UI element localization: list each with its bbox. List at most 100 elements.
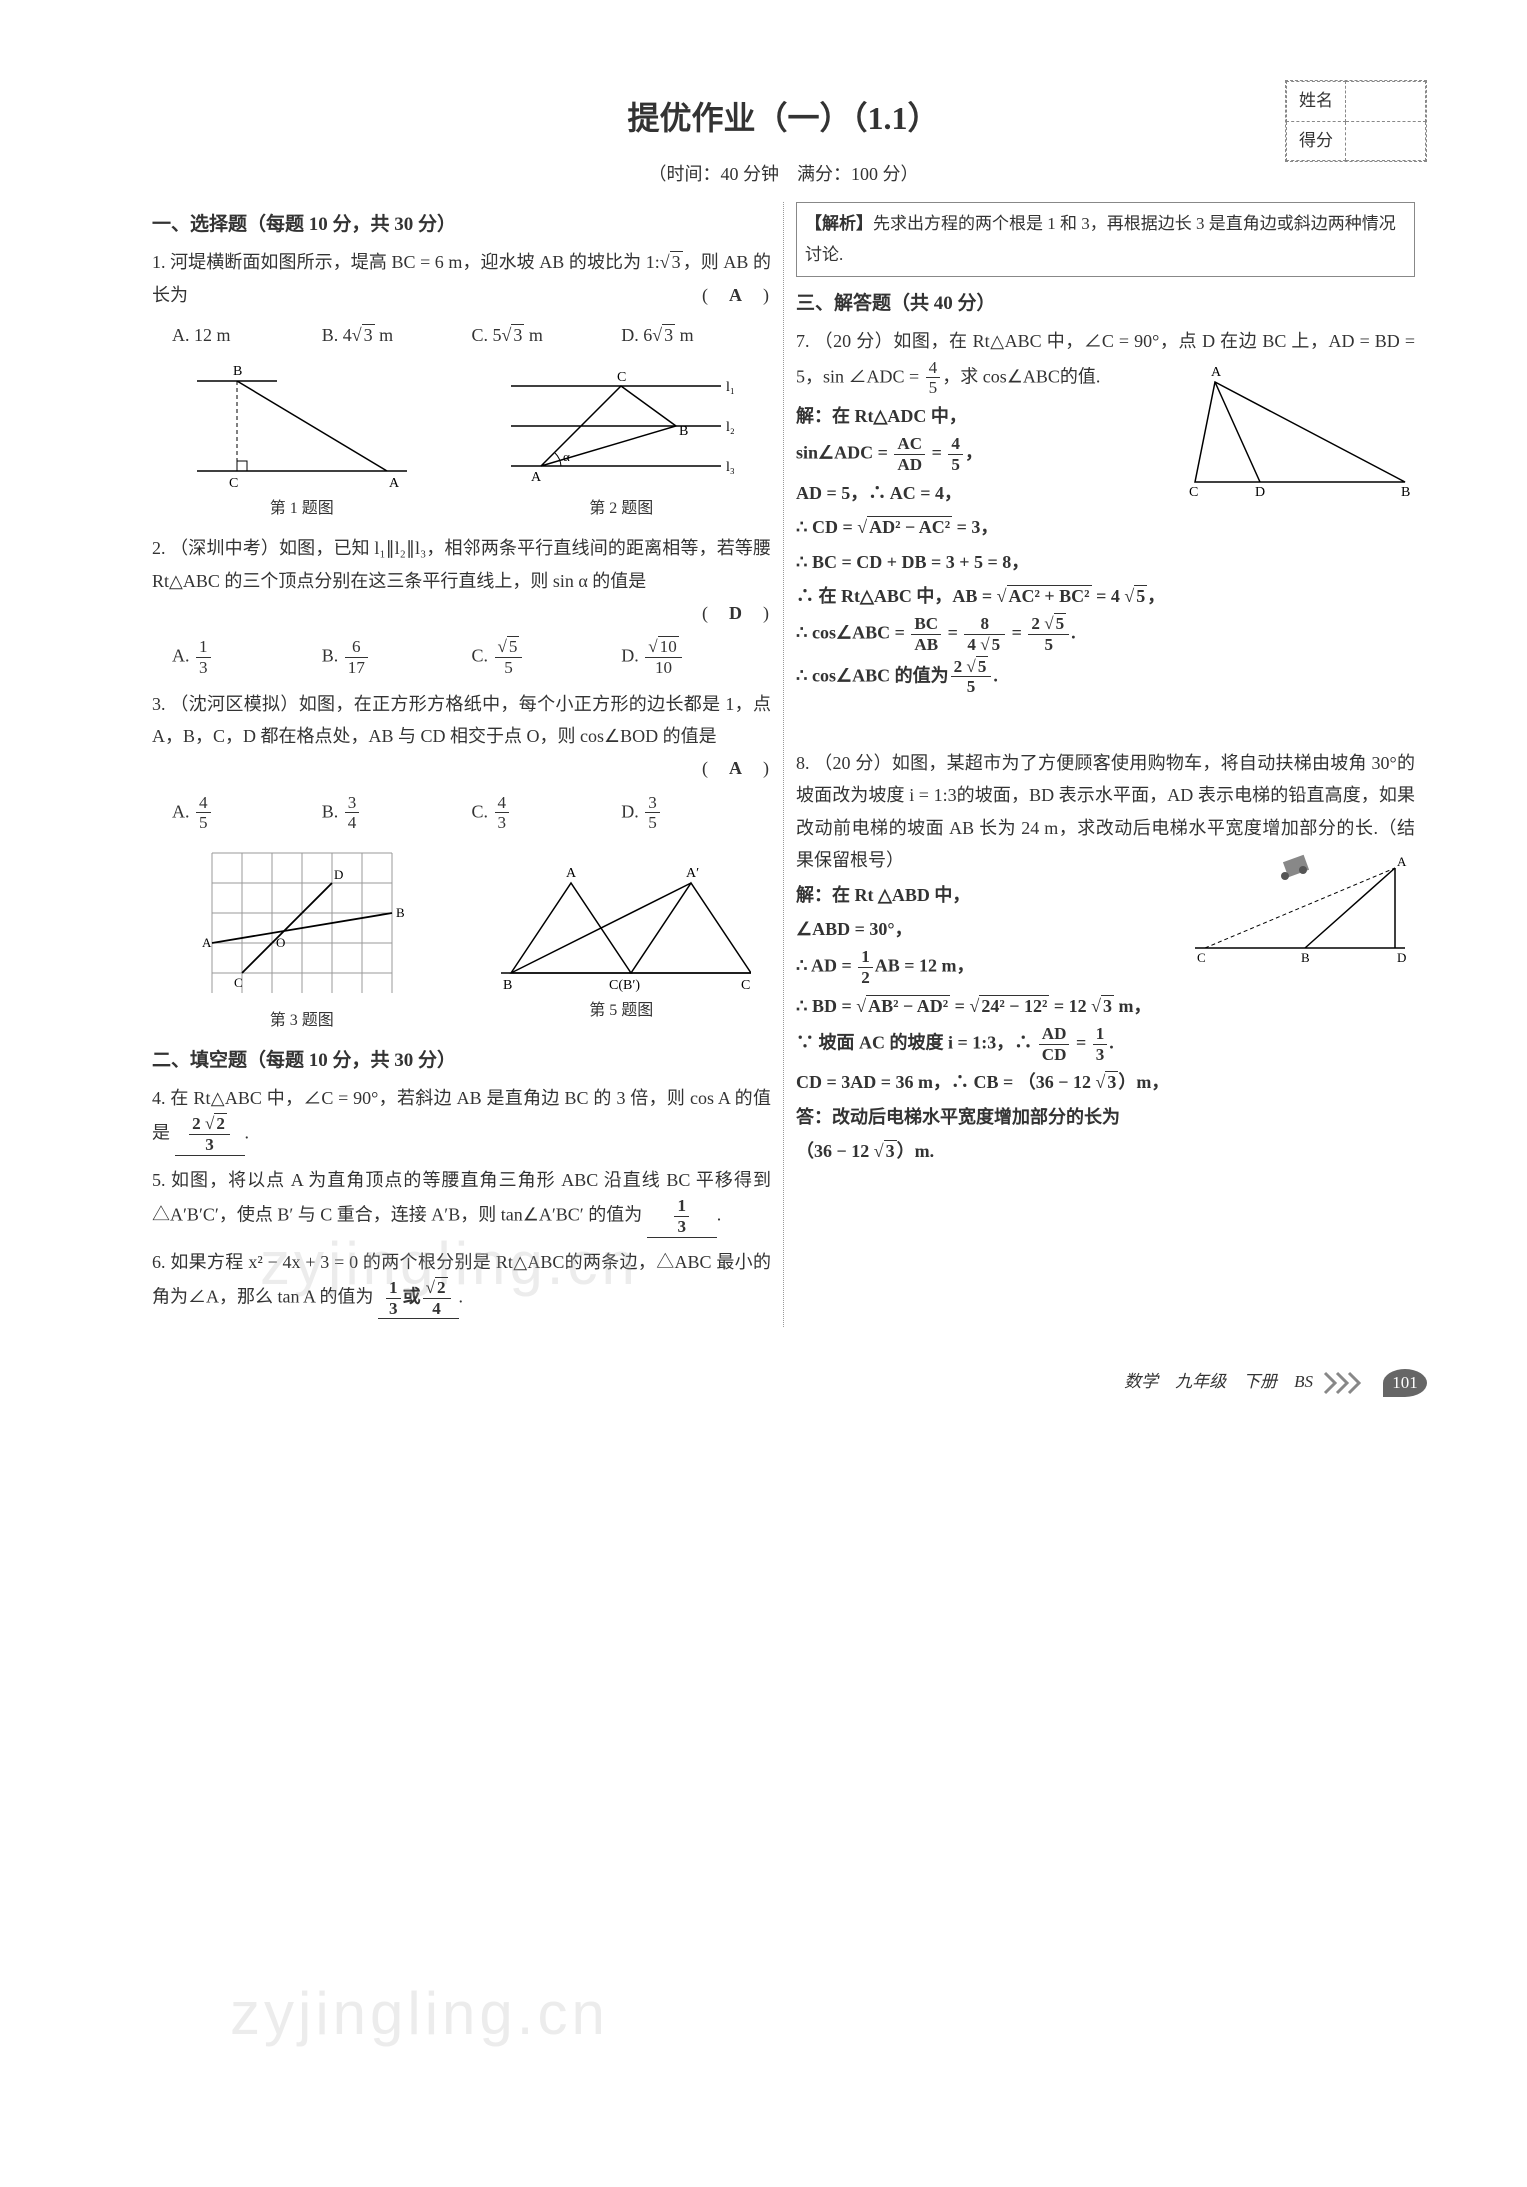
q5-num: 5. [152,1170,166,1190]
q2-answer: D [717,597,757,629]
svg-text:C: C [1189,485,1198,500]
q7-text2: ，求 cos∠ABC的值. [942,366,1100,386]
figure-2: l₁ l₂ l₃ C B A α 第 2 题图 [472,361,772,524]
q4-blank: 2 23 [175,1114,245,1155]
q3-answer: A [717,752,757,784]
svg-text:α: α [563,449,570,464]
svg-text:C: C [229,476,238,491]
question-1: 1. 河堤横断面如图所示，堤高 BC = 6 m，迎水坡 AB 的坡比为 1:3… [152,246,771,311]
q7-figure: A C D B [1185,362,1415,512]
q2-num: 2. [152,538,166,558]
q2-opt-a: A. 13 [172,637,322,677]
q2-options: A. 13 B. 617 C. 55 D. 1010 [172,637,771,677]
q2-opt-b: B. 617 [322,637,472,677]
svg-text:A: A [1211,365,1222,380]
left-column: 一、选择题（每题 10 分，共 30 分） 1. 河堤横断面如图所示，堤高 BC… [140,202,783,1327]
q1-num: 1. [152,252,166,272]
q3-opt-b: B. 34 [322,793,472,833]
score-label: 得分 [1287,121,1346,161]
svg-text:C: C [234,975,243,990]
q7-sol-l6: ∴ 在 Rt△ABC 中，AB = AC² + BC² = 4 5， [796,580,1415,612]
q8-num: 8. [796,753,810,773]
name-value [1346,82,1426,122]
q1-text: 河堤横断面如图所示，堤高 BC = 6 m，迎水坡 AB 的坡比为 1: [170,252,660,272]
svg-text:C: C [617,370,626,385]
svg-text:B: B [396,905,405,920]
svg-text:A: A [566,866,577,881]
q1-answer-paren: ( A ) [702,279,771,311]
svg-text:A: A [202,935,212,950]
q2-opt-c: C. 55 [472,637,622,677]
q2-text: （深圳中考）如图，已知 l₁∥l₂∥l₃，相邻两条平行直线间的距离相等，若等腰 … [152,538,771,590]
svg-text:D: D [1255,485,1265,500]
figure-row-2: A B C D O 第 3 题图 A A′ B C(B′) [152,843,771,1036]
score-value [1346,121,1426,161]
q7-sol-l4: ∴ CD = AD² − AC² = 3， [796,511,1415,543]
q1-options: A. 12 m B. 43 m C. 53 m D. 63 m [172,319,771,351]
q8-sol-l4: ∴ BD = AB² − AD² = 24² − 12² = 12 3 m， [796,990,1415,1022]
svg-text:l₃: l₃ [726,460,735,475]
figure-3: A B C D O 第 3 题图 [152,843,452,1036]
fig3-caption: 第 3 题图 [152,1007,452,1036]
svg-text:B: B [503,978,512,993]
watermark: zyjingling.cn [230,1960,609,2068]
q8-sol-l8: （36 − 12 3）m. [796,1135,1415,1167]
figure-row-1: B C A 第 1 题图 l₁ l₂ l₃ C B [152,361,771,524]
q3-opt-d: D. 35 [621,793,771,833]
fig5-caption: 第 5 题图 [472,997,772,1026]
section-2-title: 二、填空题（每题 10 分，共 30 分） [152,1044,771,1078]
q8-sol-l7: 答：改动后电梯水平宽度增加部分的长为 [796,1101,1415,1133]
question-6: 6. 如果方程 x² − 4x + 3 = 0 的两个根分别是 Rt△ABC的两… [152,1246,771,1320]
fig1-caption: 第 1 题图 [152,495,452,524]
q1-opt-c: C. 53 m [472,319,622,351]
page-number: 101 [1383,1369,1427,1397]
main-columns: 一、选择题（每题 10 分，共 30 分） 1. 河堤横断面如图所示，堤高 BC… [140,202,1427,1327]
svg-text:B: B [1401,485,1410,500]
svg-text:D: D [1397,950,1406,965]
footer-text: 数学 九年级 下册 BS [1124,1367,1313,1398]
q3-answer-paren: ( A ) [152,752,771,784]
q8-figure: A B C D [1185,848,1415,978]
section-3-title: 三、解答题（共 40 分） [796,287,1415,321]
fig2-caption: 第 2 题图 [472,495,772,524]
page-header: 提优作业（一）（1.1） 姓名 得分 [140,80,1427,148]
analysis-label: 【解析】 [805,214,873,233]
q2-answer-paren: ( D ) [152,597,771,629]
page-subtitle: （时间：40 分钟 满分：100 分） [140,158,1427,190]
q3-num: 3. [152,694,166,714]
chevron-icon [1323,1367,1373,1398]
q3-options: A. 45 B. 34 C. 43 D. 35 [172,793,771,833]
page-footer: 数学 九年级 下册 BS 101 [140,1367,1427,1398]
svg-text:l₂: l₂ [726,420,735,435]
q4-num: 4. [152,1088,166,1108]
q8-sol-l6: CD = 3AD = 36 m，∴ CB = （36 − 12 3）m， [796,1066,1415,1098]
q1-opt-b: B. 43 m [322,319,472,351]
svg-text:C′: C′ [741,978,751,993]
q2-opt-d: D. 1010 [621,637,771,677]
figure-5: A A′ B C(B′) C′ 第 5 题图 [472,843,772,1036]
q5-blank: 13 [647,1196,717,1237]
q6-blank: 13或24 [378,1278,458,1319]
q8-points: （20 分） [814,753,892,773]
svg-text:O: O [276,935,285,950]
svg-text:C: C [1197,950,1206,965]
question-3: 3. （沈河区模拟）如图，在正方形方格纸中，每个小正方形的边长都是 1，点 A，… [152,688,771,785]
q3-opt-c: C. 43 [472,793,622,833]
q3-text: （沈河区模拟）如图，在正方形方格纸中，每个小正方形的边长都是 1，点 A，B，C… [152,694,771,746]
q8-sol-l5: ∵ 坡面 AC 的坡度 i = 1:3，∴ ADCD = 13. [796,1024,1415,1064]
svg-text:A′: A′ [686,866,699,881]
svg-text:C(B′): C(B′) [609,978,640,993]
q1-opt-a: A. 12 m [172,319,322,351]
right-column: 【解析】先求出方程的两个根是 1 和 3，再根据边长 3 是直角边或斜边两种情况… [784,202,1427,1327]
analysis-text: 先求出方程的两个根是 1 和 3，再根据边长 3 是直角边或斜边两种情况讨论. [805,214,1396,264]
student-info-box: 姓名 得分 [1285,80,1427,162]
question-5: 5. 如图，将以点 A 为直角顶点的等腰直角三角形 ABC 沿直线 BC 平移得… [152,1164,771,1238]
name-label: 姓名 [1287,82,1346,122]
q7-sol-l7: ∴ cos∠ABC = BCAB = 84 5 = 2 55. [796,614,1415,654]
question-8: 8. （20 分）如图，某超市为了方便顾客使用购物车，将自动扶梯由坡角 30°的… [796,747,1415,1170]
figure-1: B C A 第 1 题图 [152,361,452,524]
svg-text:B: B [233,364,242,379]
q7-points: （20 分） [815,331,894,351]
q6-num: 6. [152,1252,166,1272]
q7-sol-l8: ∴ cos∠ABC 的值为2 55. [796,657,1415,697]
